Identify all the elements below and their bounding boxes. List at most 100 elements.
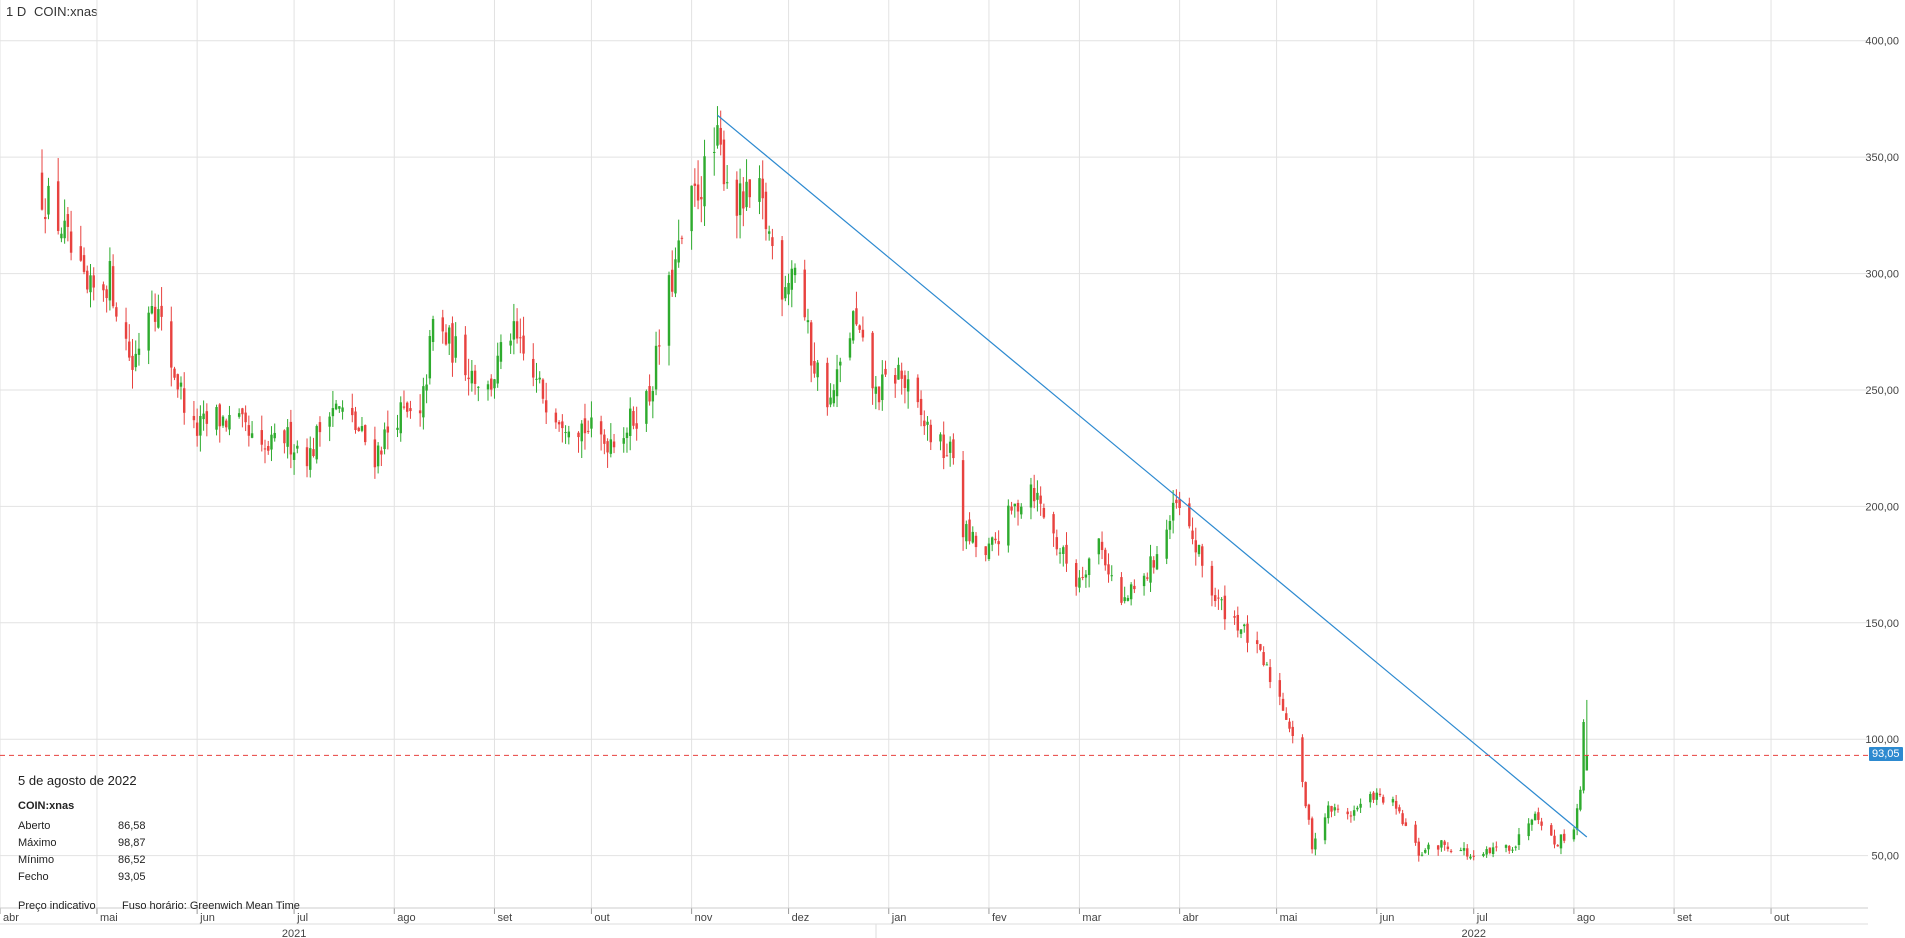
- x-tick-label: jun: [1379, 912, 1395, 924]
- candle-body: [47, 185, 50, 215]
- candle-body: [1223, 595, 1227, 620]
- candle-body: [816, 362, 819, 378]
- candle-body: [1511, 849, 1514, 851]
- candle-body: [968, 519, 971, 542]
- candle-body: [654, 345, 658, 390]
- candle-body: [1084, 574, 1088, 578]
- candle-body: [1291, 726, 1294, 736]
- candle-body: [273, 432, 276, 439]
- candle-body: [225, 420, 228, 428]
- candle-body: [1288, 721, 1291, 729]
- candle-body: [1553, 835, 1556, 845]
- candle-body: [926, 421, 929, 425]
- candle-body: [945, 455, 949, 457]
- candle-body: [1246, 623, 1249, 643]
- candle-body: [758, 178, 761, 202]
- candle-body: [111, 266, 115, 307]
- candle-body: [677, 240, 680, 263]
- candle-body: [1417, 841, 1420, 856]
- candle-body: [835, 369, 839, 397]
- candle-body: [1146, 577, 1149, 579]
- candle-body: [1065, 544, 1068, 564]
- candle-body: [1550, 825, 1553, 836]
- candle-body: [564, 432, 567, 434]
- x-tick-label: abr: [1183, 912, 1199, 924]
- candle-body: [1217, 597, 1220, 599]
- candle-body: [855, 308, 858, 325]
- candle-body: [160, 305, 163, 317]
- candle-body: [700, 196, 703, 200]
- candle-body: [535, 378, 538, 380]
- candle-body: [1133, 585, 1136, 590]
- candle-body: [473, 370, 477, 384]
- candle-body: [1575, 808, 1579, 830]
- chart-interval[interactable]: 1 D: [6, 4, 27, 19]
- candle-body: [1466, 848, 1469, 857]
- candle-body: [609, 439, 613, 454]
- candle-body: [1514, 846, 1517, 848]
- candle-body: [1307, 804, 1311, 820]
- candle-body: [648, 386, 651, 402]
- candle-body: [586, 430, 590, 432]
- candle-body: [1349, 815, 1353, 817]
- candle-body: [286, 427, 289, 447]
- y-tick-label: 400,00: [1865, 36, 1899, 48]
- candle-body: [1107, 564, 1110, 575]
- candle-body: [1420, 854, 1424, 856]
- candle-body: [583, 418, 587, 434]
- candle-body: [748, 179, 751, 198]
- candle-body: [1310, 818, 1314, 850]
- candle-body: [599, 421, 603, 435]
- candle-body: [267, 446, 270, 451]
- trend-line[interactable]: [717, 114, 1588, 838]
- candle-body: [312, 449, 315, 457]
- info-date: 5 de agosto de 2022: [18, 773, 137, 788]
- candle-body: [115, 307, 118, 317]
- candle-body: [874, 386, 878, 394]
- y-tick-label: 300,00: [1865, 269, 1899, 281]
- candle-body: [1188, 503, 1191, 527]
- candle-body: [674, 259, 677, 294]
- candle-body: [467, 377, 470, 380]
- candle-body: [464, 334, 467, 376]
- candle-body: [939, 434, 942, 442]
- candle-body: [742, 191, 745, 209]
- candle-body: [900, 370, 903, 379]
- x-tick-label: jul: [1476, 912, 1488, 924]
- chart-symbol[interactable]: COIN:xnas: [34, 4, 98, 19]
- candle-body: [1562, 833, 1566, 841]
- info-low-value: 86,52: [118, 854, 146, 866]
- candle-body: [1527, 823, 1530, 837]
- candle-body: [1485, 849, 1488, 855]
- candle-body: [444, 332, 448, 345]
- candle-body: [215, 407, 218, 430]
- candle-body: [354, 411, 357, 431]
- candle-body: [383, 429, 386, 450]
- candle-body: [1074, 563, 1078, 587]
- candle-body: [790, 268, 794, 290]
- candle-body: [829, 397, 832, 405]
- candle-body: [244, 412, 247, 423]
- candle-body: [1398, 807, 1401, 812]
- candle-body: [351, 407, 354, 416]
- candle-body: [839, 361, 842, 366]
- candle-body: [247, 425, 251, 436]
- candle-body: [157, 309, 160, 328]
- candle-body: [806, 320, 810, 323]
- candle-body: [1097, 538, 1101, 555]
- candle-body: [793, 267, 797, 276]
- candle-body: [1178, 498, 1181, 508]
- candle-body: [422, 386, 425, 418]
- candle-body: [667, 275, 671, 346]
- candle-body: [1120, 577, 1123, 603]
- candle-body: [990, 537, 994, 545]
- candle-body: [1285, 713, 1288, 720]
- candle-body: [331, 408, 335, 417]
- candle-body: [1356, 807, 1359, 810]
- candle-body: [848, 338, 852, 358]
- candle-body: [645, 391, 648, 424]
- candle-body: [787, 282, 790, 295]
- year-label: 2022: [1461, 928, 1485, 938]
- x-tick-label: jun: [199, 912, 215, 924]
